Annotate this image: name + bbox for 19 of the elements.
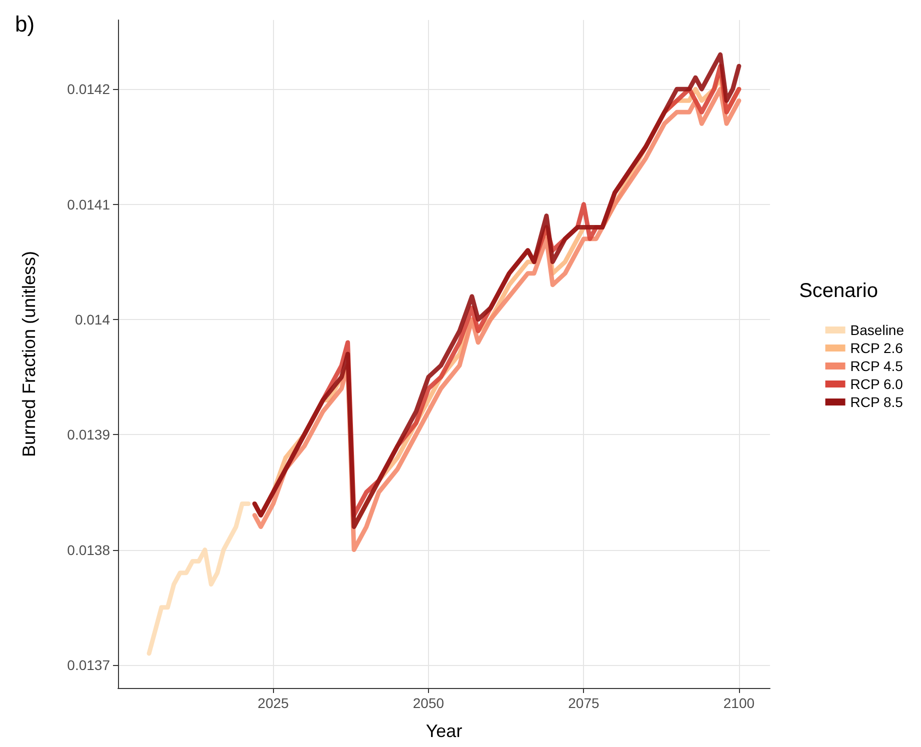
y-tick-label: 0.0141 [67,196,110,212]
chart-title: b) [15,12,35,36]
y-axis-title: Burned Fraction (unitless) [19,250,39,458]
legend-label: RCP 8.5 [850,394,904,410]
legend-label: RCP 6.0 [850,376,904,392]
legend-label: RCP 4.5 [850,358,904,374]
y-tick-label: 0.0142 [67,81,110,98]
x-tick-label: 2100 [723,695,755,711]
y-tick-label: 0.0138 [67,542,110,558]
x-tick-label: 2075 [568,695,600,711]
legend-label: RCP 2.6 [850,340,904,356]
legend-label: Baseline [850,322,904,338]
x-tick-label: 2050 [412,695,444,711]
x-axis-title: Year [426,721,462,741]
y-tick-label: 0.014 [74,311,110,328]
legend-title: Scenario [799,280,878,302]
y-tick-label: 0.0137 [67,656,110,673]
y-tick-label: 0.0139 [67,426,110,443]
x-tick-label: 2025 [258,695,290,711]
